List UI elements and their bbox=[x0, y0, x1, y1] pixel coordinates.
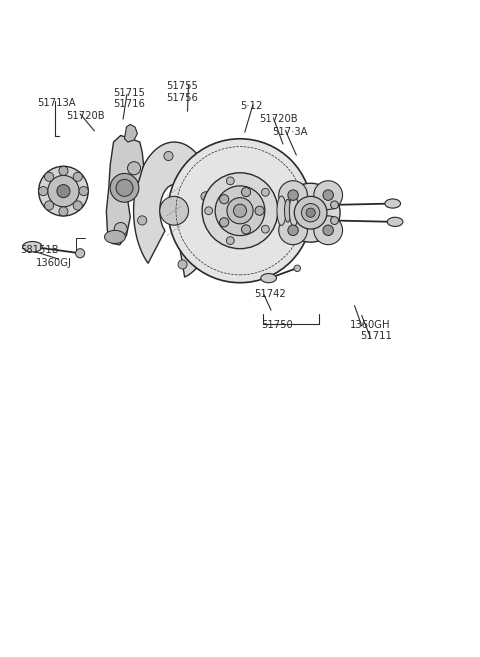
Polygon shape bbox=[107, 135, 144, 245]
Text: 51716: 51716 bbox=[114, 99, 145, 109]
Ellipse shape bbox=[227, 198, 253, 224]
Ellipse shape bbox=[227, 237, 234, 244]
Ellipse shape bbox=[57, 185, 70, 198]
Ellipse shape bbox=[385, 199, 400, 208]
Ellipse shape bbox=[277, 196, 286, 225]
Ellipse shape bbox=[314, 216, 343, 244]
Ellipse shape bbox=[387, 217, 403, 227]
Ellipse shape bbox=[48, 175, 79, 207]
Ellipse shape bbox=[314, 181, 343, 210]
Ellipse shape bbox=[301, 204, 320, 222]
Text: 5·12: 5·12 bbox=[240, 101, 263, 111]
Ellipse shape bbox=[323, 190, 334, 200]
Ellipse shape bbox=[285, 199, 291, 222]
Ellipse shape bbox=[116, 179, 133, 196]
Ellipse shape bbox=[331, 201, 338, 209]
Ellipse shape bbox=[294, 265, 300, 271]
Ellipse shape bbox=[294, 196, 327, 229]
Ellipse shape bbox=[262, 225, 269, 233]
Ellipse shape bbox=[219, 217, 228, 227]
Ellipse shape bbox=[73, 172, 82, 181]
Ellipse shape bbox=[45, 172, 54, 181]
Ellipse shape bbox=[261, 273, 276, 283]
Ellipse shape bbox=[201, 192, 210, 201]
Ellipse shape bbox=[288, 225, 298, 235]
Ellipse shape bbox=[105, 231, 125, 244]
Ellipse shape bbox=[38, 166, 88, 216]
Ellipse shape bbox=[178, 260, 187, 269]
Ellipse shape bbox=[110, 173, 139, 202]
Text: 51742: 51742 bbox=[254, 289, 286, 299]
Ellipse shape bbox=[281, 183, 340, 242]
Text: 51750: 51750 bbox=[262, 320, 293, 330]
Ellipse shape bbox=[138, 215, 147, 225]
Ellipse shape bbox=[164, 151, 173, 160]
Text: 1360GJ: 1360GJ bbox=[36, 258, 72, 268]
Text: 51715: 51715 bbox=[114, 88, 145, 98]
Text: 51720B: 51720B bbox=[259, 114, 298, 124]
Text: 51755: 51755 bbox=[166, 81, 198, 91]
Ellipse shape bbox=[202, 173, 278, 249]
Ellipse shape bbox=[306, 208, 315, 217]
Text: 51711: 51711 bbox=[360, 331, 392, 342]
Text: 51720B: 51720B bbox=[66, 111, 105, 121]
Text: 517·3A: 517·3A bbox=[273, 127, 308, 137]
Polygon shape bbox=[124, 124, 137, 142]
Ellipse shape bbox=[79, 187, 88, 196]
Text: 51756: 51756 bbox=[166, 93, 198, 102]
Ellipse shape bbox=[168, 139, 312, 283]
Ellipse shape bbox=[59, 207, 68, 216]
Ellipse shape bbox=[255, 206, 264, 215]
Ellipse shape bbox=[38, 187, 48, 196]
Ellipse shape bbox=[219, 194, 228, 204]
Ellipse shape bbox=[279, 216, 308, 244]
Ellipse shape bbox=[289, 195, 299, 227]
Ellipse shape bbox=[262, 189, 269, 196]
Text: 58151B: 58151B bbox=[21, 245, 59, 255]
Ellipse shape bbox=[241, 187, 251, 196]
Ellipse shape bbox=[233, 204, 247, 217]
Ellipse shape bbox=[279, 181, 308, 210]
Ellipse shape bbox=[227, 177, 234, 185]
Text: 1360GH: 1360GH bbox=[350, 320, 390, 330]
Ellipse shape bbox=[288, 190, 298, 200]
Ellipse shape bbox=[23, 242, 42, 252]
Ellipse shape bbox=[205, 207, 213, 215]
Ellipse shape bbox=[297, 201, 303, 221]
Ellipse shape bbox=[75, 249, 84, 258]
Ellipse shape bbox=[45, 201, 54, 210]
Ellipse shape bbox=[114, 223, 127, 236]
Ellipse shape bbox=[73, 201, 82, 210]
Polygon shape bbox=[133, 142, 215, 277]
Ellipse shape bbox=[128, 162, 141, 175]
Ellipse shape bbox=[215, 186, 265, 236]
Ellipse shape bbox=[241, 225, 251, 234]
Ellipse shape bbox=[160, 196, 189, 225]
Ellipse shape bbox=[59, 166, 68, 175]
Ellipse shape bbox=[331, 217, 338, 225]
Text: 51713A: 51713A bbox=[37, 98, 76, 108]
Ellipse shape bbox=[323, 225, 334, 235]
